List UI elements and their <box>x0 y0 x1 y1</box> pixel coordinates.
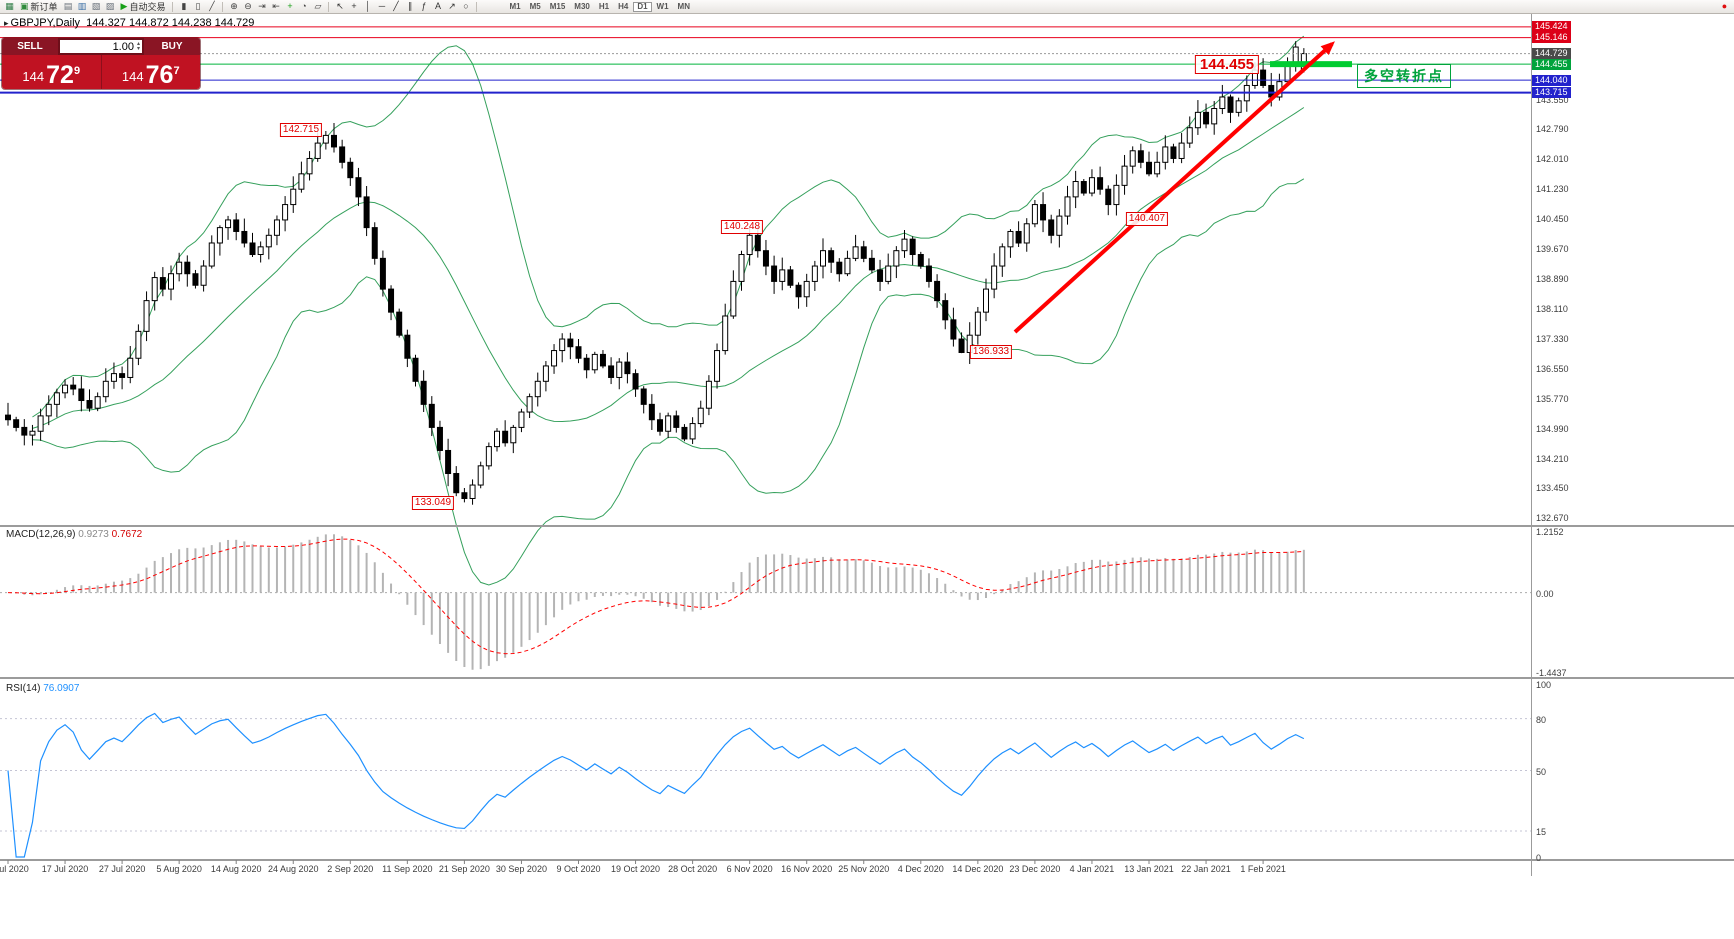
new-chart-icon[interactable]: ▦ <box>5 1 14 11</box>
record-status-icon[interactable]: ● <box>1721 1 1728 11</box>
profiles-icon[interactable]: ▤ <box>63 1 73 11</box>
price-divider <box>100 55 102 89</box>
zoom-out-icon[interactable]: ⊖ <box>244 1 252 11</box>
top-toolbar: ▦ ▣ 新订单 ▤ ▥ ▧ ▨ ▶ 自动交易 ▮ ▯ ╱ ⊕ ⊖ ⇥ ⇤ + ◔ ▱ ↖ + │ ─ ╱ ∥ ƒ A ↗ ○ M1 M5 M1… <box>0 0 1734 14</box>
toolbar-separator <box>328 1 330 12</box>
crosshair-icon[interactable]: + <box>351 1 357 11</box>
toolbar-separator <box>476 1 478 12</box>
chart-shift-icon[interactable]: ⇤ <box>272 1 280 11</box>
toolbar-separator <box>172 1 174 12</box>
candles-layer <box>5 41 1307 505</box>
line-chart-icon[interactable]: ╱ <box>209 1 215 11</box>
volume-input[interactable]: 1.00 ▴ ▾ <box>60 40 142 53</box>
autotrading-button-label: 自动交易 <box>129 2 166 12</box>
zoom-in-icon[interactable]: ⊕ <box>230 1 238 11</box>
rsi-indicator-label: RSI(14) 76.0907 <box>6 683 80 694</box>
channel-icon[interactable]: ∥ <box>407 1 413 11</box>
rsi-layer <box>0 712 1531 858</box>
sell-price[interactable]: 144 72 9 <box>22 61 81 89</box>
timeframe-w1[interactable]: W1 <box>656 1 669 11</box>
macd-indicator-label: MACD(12,26,9) 0.9273 0.7672 <box>6 529 143 540</box>
candlestick-chart-icon[interactable]: ▯ <box>195 1 201 11</box>
timeframe-h4[interactable]: H4 <box>618 1 629 11</box>
chart-window: ▸ GBPJPY,Daily 144.327 144.872 144.238 14… <box>0 14 1734 939</box>
new-order-button-icon: ▣ <box>20 1 29 11</box>
fibonacci-icon[interactable]: ƒ <box>421 1 427 11</box>
shapes-tool-icon[interactable]: ○ <box>463 1 469 11</box>
buy-price[interactable]: 144 76 7 <box>121 61 180 89</box>
periods-icon[interactable]: ◔ <box>301 1 307 11</box>
toolbar-separator <box>222 1 224 12</box>
cursor-icon[interactable]: ↖ <box>336 1 344 11</box>
sell-button[interactable]: SELL <box>2 38 58 55</box>
chart-marker-icon: ▸ <box>4 18 9 28</box>
templates-icon[interactable]: ▱ <box>314 1 322 11</box>
timeframe-m1[interactable]: M1 <box>509 1 521 11</box>
vertical-line-icon[interactable]: │ <box>365 1 371 11</box>
axis-lines-layer <box>0 14 1734 876</box>
autotrading-button[interactable]: ▶ 自动交易 <box>118 1 169 13</box>
price-axis[interactable] <box>1531 14 1734 876</box>
navigator-icon[interactable]: ▧ <box>91 1 101 11</box>
volume-down-icon[interactable]: ▾ <box>136 45 140 52</box>
timeframe-mn[interactable]: MN <box>677 1 690 11</box>
new-order-button[interactable]: ▣ 新订单 <box>17 1 61 13</box>
market-watch-icon[interactable]: ▥ <box>77 1 87 11</box>
one-click-trading-panel: SELL 1.00 ▴ ▾ BUY 144 72 9 144 76 7 <box>2 38 200 89</box>
bollinger-layer <box>32 35 1305 586</box>
arrows-tool-icon[interactable]: ↗ <box>448 1 456 11</box>
timeframe-m5[interactable]: M5 <box>529 1 541 11</box>
timeframe-m30[interactable]: M30 <box>574 1 590 11</box>
timeframe-m15[interactable]: M15 <box>549 1 566 11</box>
ohlc-values: 144.327 144.872 144.238 144.729 <box>86 17 255 29</box>
chart-canvas[interactable] <box>0 14 1734 939</box>
text-tool-icon[interactable]: A <box>434 1 441 11</box>
timeframe-d1[interactable]: D1 <box>633 1 652 12</box>
macd-layer <box>0 534 1531 670</box>
objects-layer <box>0 26 1531 334</box>
timeframe-h1[interactable]: H1 <box>598 1 610 11</box>
timeframe-toolbar: M1 M5 M15 M30 H1 H4 D1 W1 MN <box>505 1 694 12</box>
autotrading-button-icon: ▶ <box>120 1 128 11</box>
time-axis[interactable] <box>0 860 1531 876</box>
volume-up-icon[interactable]: ▴ <box>136 40 140 47</box>
buy-button[interactable]: BUY <box>144 38 200 55</box>
indicators-icon[interactable]: + <box>287 1 293 11</box>
trendline-icon[interactable]: ╱ <box>393 1 399 11</box>
horizontal-line-icon[interactable]: ─ <box>378 1 386 11</box>
bars-chart-icon[interactable]: ▮ <box>181 1 187 11</box>
volume-value: 1.00 <box>112 40 134 53</box>
auto-scroll-icon[interactable]: ⇥ <box>258 1 266 11</box>
symbol-period-label: GBPJPY,Daily <box>10 17 81 29</box>
chart-ohlc-header: ▸ GBPJPY,Daily 144.327 144.872 144.238 14… <box>4 17 254 29</box>
turning-point-note: 多空转折点 <box>1357 64 1451 88</box>
new-order-button-label: 新订单 <box>30 2 58 12</box>
terminal-icon[interactable]: ▨ <box>105 1 115 11</box>
